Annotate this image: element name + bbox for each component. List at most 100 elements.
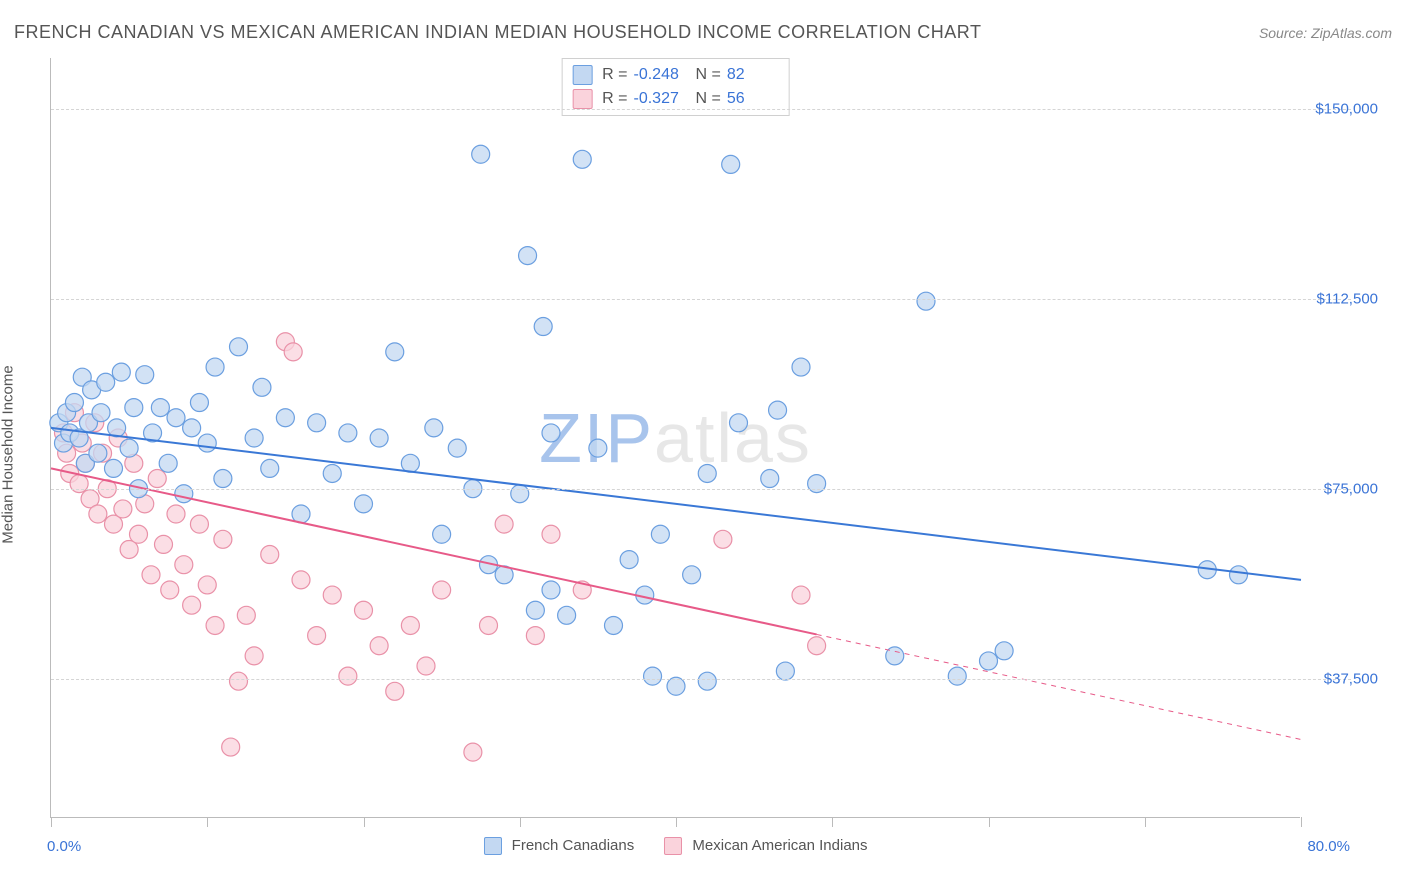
x-axis-min-label: 0.0% (47, 838, 81, 855)
legend-swatch-pink (664, 837, 682, 855)
scatter-point (995, 642, 1013, 660)
scatter-point (433, 525, 451, 543)
scatter-point (644, 667, 662, 685)
scatter-point (284, 343, 302, 361)
scatter-plot-svg (51, 58, 1301, 818)
y-axis-label: Median Household Income (0, 365, 17, 543)
scatter-point (667, 677, 685, 695)
scatter-point (253, 378, 271, 396)
scatter-point (480, 616, 498, 634)
scatter-point (730, 414, 748, 432)
scatter-point (114, 500, 132, 518)
scatter-point (206, 616, 224, 634)
gridline (51, 109, 1351, 110)
scatter-point (370, 637, 388, 655)
scatter-point (386, 682, 404, 700)
scatter-point (245, 647, 263, 665)
scatter-point (214, 470, 232, 488)
scatter-point (155, 535, 173, 553)
scatter-point (526, 601, 544, 619)
scatter-point (651, 525, 669, 543)
legend-swatch-blue (483, 837, 501, 855)
source-label: Source: ZipAtlas.com (1259, 25, 1392, 41)
scatter-point (142, 566, 160, 584)
scatter-point (175, 556, 193, 574)
scatter-point (620, 551, 638, 569)
x-tick (207, 817, 208, 827)
scatter-point (175, 485, 193, 503)
r-label: R = (602, 66, 627, 84)
scatter-point (161, 581, 179, 599)
r-value-pink: -0.327 (634, 90, 686, 108)
r-value-blue: -0.248 (634, 66, 686, 84)
scatter-point (237, 606, 255, 624)
scatter-point (97, 373, 115, 391)
scatter-point (261, 459, 279, 477)
scatter-point (534, 318, 552, 336)
scatter-point (151, 399, 169, 417)
plot-area: ZIPatlas R = -0.248 N = 82 R = -0.327 N … (50, 58, 1300, 818)
scatter-point (292, 571, 310, 589)
scatter-point (808, 475, 826, 493)
scatter-point (65, 394, 83, 412)
trend-line-extrapolated (817, 634, 1301, 739)
scatter-point (230, 338, 248, 356)
chart-container: FRENCH CANADIAN VS MEXICAN AMERICAN INDI… (0, 0, 1406, 892)
scatter-point (605, 616, 623, 634)
scatter-point (526, 627, 544, 645)
scatter-point (573, 150, 591, 168)
scatter-point (769, 401, 787, 419)
scatter-point (70, 475, 88, 493)
scatter-point (125, 399, 143, 417)
scatter-point (1230, 566, 1248, 584)
scatter-point (495, 515, 513, 533)
gridline (51, 679, 1351, 680)
x-axis-max-label: 80.0% (1307, 838, 1350, 855)
scatter-point (92, 404, 110, 422)
x-tick (520, 817, 521, 827)
scatter-point (120, 439, 138, 457)
y-tick-label: $37,500 (1324, 670, 1378, 687)
scatter-point (519, 247, 537, 265)
scatter-point (589, 439, 607, 457)
scatter-point (148, 470, 166, 488)
scatter-point (401, 454, 419, 472)
scatter-point (136, 366, 154, 384)
scatter-point (542, 581, 560, 599)
scatter-point (222, 738, 240, 756)
scatter-point (323, 464, 341, 482)
scatter-point (792, 586, 810, 604)
scatter-point (472, 145, 490, 163)
scatter-point (417, 657, 435, 675)
scatter-point (112, 363, 130, 381)
scatter-point (167, 409, 185, 427)
scatter-point (198, 576, 216, 594)
stats-row-blue: R = -0.248 N = 82 (572, 63, 779, 87)
scatter-point (464, 743, 482, 761)
scatter-point (511, 485, 529, 503)
scatter-point (683, 566, 701, 584)
scatter-point (276, 409, 294, 427)
scatter-point (386, 343, 404, 361)
scatter-point (339, 667, 357, 685)
scatter-point (698, 672, 716, 690)
trend-line (51, 428, 1301, 580)
title-bar: FRENCH CANADIAN VS MEXICAN AMERICAN INDI… (14, 22, 1392, 43)
scatter-point (542, 525, 560, 543)
x-tick (51, 817, 52, 827)
scatter-point (558, 606, 576, 624)
n-value-blue: 82 (727, 66, 779, 84)
scatter-point (206, 358, 224, 376)
x-tick (364, 817, 365, 827)
scatter-point (214, 530, 232, 548)
scatter-point (425, 419, 443, 437)
scatter-point (722, 155, 740, 173)
scatter-point (542, 424, 560, 442)
scatter-point (230, 672, 248, 690)
scatter-point (261, 546, 279, 564)
chart-title: FRENCH CANADIAN VS MEXICAN AMERICAN INDI… (14, 22, 981, 43)
legend-item-blue: French Canadians (483, 837, 634, 855)
swatch-blue (572, 65, 592, 85)
scatter-point (183, 419, 201, 437)
swatch-pink (572, 89, 592, 109)
